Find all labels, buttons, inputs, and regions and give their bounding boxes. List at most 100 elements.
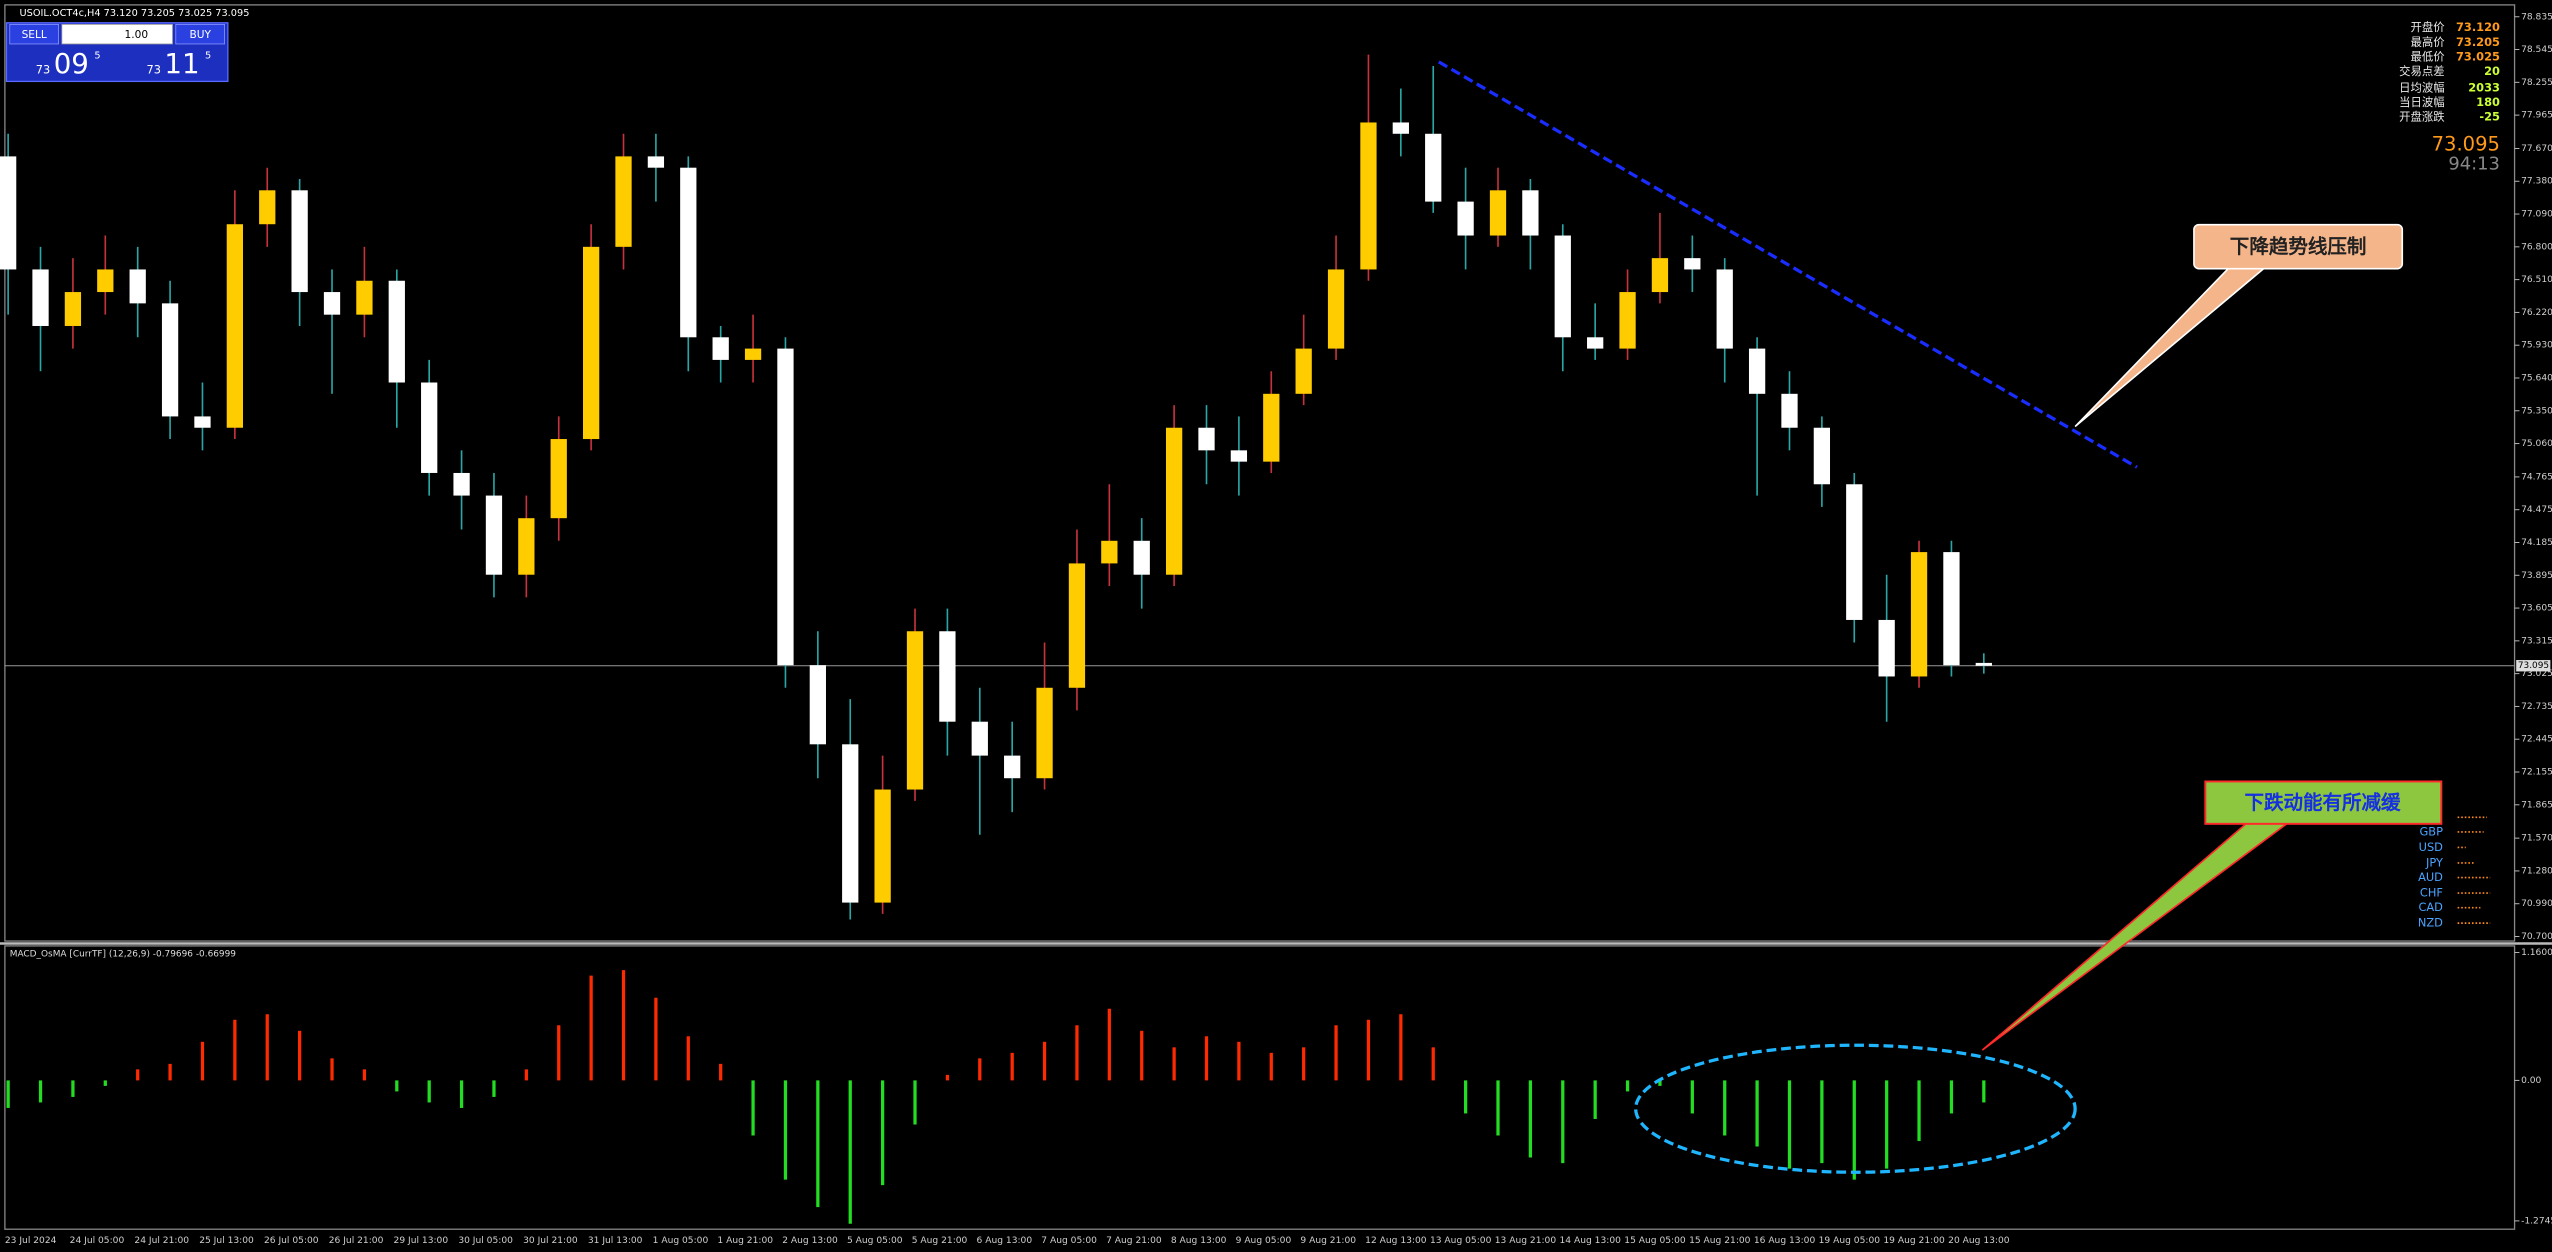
candle-body xyxy=(1360,122,1377,270)
x-tick-label: 23 Jul 2024 xyxy=(5,1236,57,1246)
candle-body xyxy=(1425,133,1442,202)
live-price: 73.095 xyxy=(2432,132,2500,155)
candle-body xyxy=(421,382,438,473)
y-tick-label: 73.895 xyxy=(2521,571,2552,581)
lot-value[interactable]: 1.00 xyxy=(125,29,149,41)
x-tick-label: 29 Jul 13:00 xyxy=(394,1236,449,1246)
highlight-ellipse xyxy=(1634,1043,2077,1174)
sell-button[interactable] xyxy=(9,24,59,45)
x-tick-label: 9 Aug 21:00 xyxy=(1300,1236,1356,1246)
y-tick-label: 75.930 xyxy=(2521,341,2552,351)
currency: NZD xyxy=(2418,916,2443,930)
bid-big: 09 xyxy=(54,47,89,80)
candle-body xyxy=(1165,427,1183,575)
info-value: 20 xyxy=(2484,64,2500,78)
info-label: 交易点差 xyxy=(2399,64,2444,78)
y-tick-label: -1.2745 xyxy=(2521,1216,2552,1226)
candle-body xyxy=(1036,687,1053,779)
x-tick-label: 24 Jul 05:00 xyxy=(70,1236,125,1246)
x-tick-label: 9 Aug 05:00 xyxy=(1236,1236,1292,1246)
lot-input[interactable] xyxy=(61,24,173,45)
candle-body xyxy=(518,518,535,575)
candle-body xyxy=(388,280,405,383)
candle-body xyxy=(1295,348,1312,394)
x-tick-label: 24 Jul 21:00 xyxy=(134,1236,189,1246)
candle-body xyxy=(1846,484,1863,620)
candle-body xyxy=(64,292,82,326)
y-tick-label: 74.765 xyxy=(2521,472,2552,482)
y-tick-label: 77.090 xyxy=(2521,210,2552,220)
candle-body xyxy=(1587,337,1604,349)
x-tick-label: 1 Aug 21:00 xyxy=(717,1236,773,1246)
ask-prefix: 73 xyxy=(146,63,160,77)
candle-body xyxy=(291,190,308,293)
price-tag-label: 73.095 xyxy=(2518,661,2549,671)
info-label: 日均波幅 xyxy=(2399,80,2444,94)
candle-body xyxy=(161,303,179,417)
candle-body xyxy=(1748,348,1766,394)
currency: USD xyxy=(2419,840,2444,854)
callout-box xyxy=(2204,780,2443,825)
candle-body xyxy=(550,439,567,519)
candle-body xyxy=(874,789,891,903)
y-tick-label: 78.545 xyxy=(2521,45,2552,55)
candle-body xyxy=(97,269,114,293)
candle-body xyxy=(680,167,697,338)
candle-body xyxy=(1230,450,1248,462)
candle-body xyxy=(194,416,211,428)
candle-body xyxy=(1198,427,1215,451)
y-tick-label: 73.605 xyxy=(2521,604,2552,614)
bar-timer: 94:13 xyxy=(2448,153,2500,174)
candle-body xyxy=(1489,190,1507,236)
candle-body xyxy=(939,631,956,722)
candle-body xyxy=(842,744,859,903)
sell-label[interactable]: SELL xyxy=(22,29,47,41)
candle-body xyxy=(744,348,762,360)
candle-body xyxy=(1781,393,1798,428)
candle-body xyxy=(32,269,49,326)
y-tick-label: 74.475 xyxy=(2521,505,2552,515)
y-tick-label: 72.445 xyxy=(2521,735,2552,745)
callout-text: 下跌动能有所减缓 xyxy=(2244,791,2401,814)
x-tick-label: 15 Aug 05:00 xyxy=(1624,1236,1686,1246)
candle-body xyxy=(1813,427,1831,485)
x-tick-label: 7 Aug 05:00 xyxy=(1041,1236,1097,1246)
buy-button[interactable] xyxy=(175,24,226,45)
currency: AUD xyxy=(2418,870,2443,884)
candle-body xyxy=(1716,269,1733,349)
x-tick-label: 13 Aug 21:00 xyxy=(1495,1236,1557,1246)
x-tick-label: 13 Aug 05:00 xyxy=(1430,1236,1492,1246)
candle-body xyxy=(226,224,243,428)
candle-body xyxy=(1004,755,1021,779)
callout-text: 下降趋势线压制 xyxy=(2230,235,2367,258)
info-label: 开盘涨跌 xyxy=(2399,110,2444,124)
currency: CAD xyxy=(2418,900,2443,914)
x-tick-label: 15 Aug 21:00 xyxy=(1689,1236,1751,1246)
y-tick-label: 75.060 xyxy=(2521,439,2552,449)
bid-sup: 5 xyxy=(94,50,100,61)
main-window-frame xyxy=(4,4,2516,942)
y-tick-label: 77.670 xyxy=(2521,144,2552,154)
y-tick-label: 76.220 xyxy=(2521,308,2552,318)
strength-bars xyxy=(2457,816,2491,924)
info-label: 当日波幅 xyxy=(2399,95,2444,109)
x-tick-label: 5 Aug 21:00 xyxy=(912,1236,968,1246)
info-value: 73.025 xyxy=(2456,49,2500,63)
x-tick-label: 25 Jul 13:00 xyxy=(199,1236,254,1246)
candle-body xyxy=(1133,540,1150,575)
y-tick-label: 71.570 xyxy=(2521,834,2552,844)
candle-body xyxy=(647,156,665,168)
info-value: -25 xyxy=(2479,110,2500,124)
candle-body xyxy=(1554,235,1571,338)
buy-label[interactable]: BUY xyxy=(189,29,211,41)
candle-body xyxy=(1327,269,1345,349)
trend-line xyxy=(1437,60,2138,469)
info-value: 2033 xyxy=(2468,80,2500,94)
callout-box xyxy=(2193,223,2404,270)
price-tag xyxy=(2516,660,2551,672)
x-tick-label: 5 Aug 05:00 xyxy=(847,1236,903,1246)
candle-body xyxy=(971,721,988,756)
x-tick-label: 26 Jul 21:00 xyxy=(329,1236,384,1246)
candle-body xyxy=(1651,258,1669,293)
